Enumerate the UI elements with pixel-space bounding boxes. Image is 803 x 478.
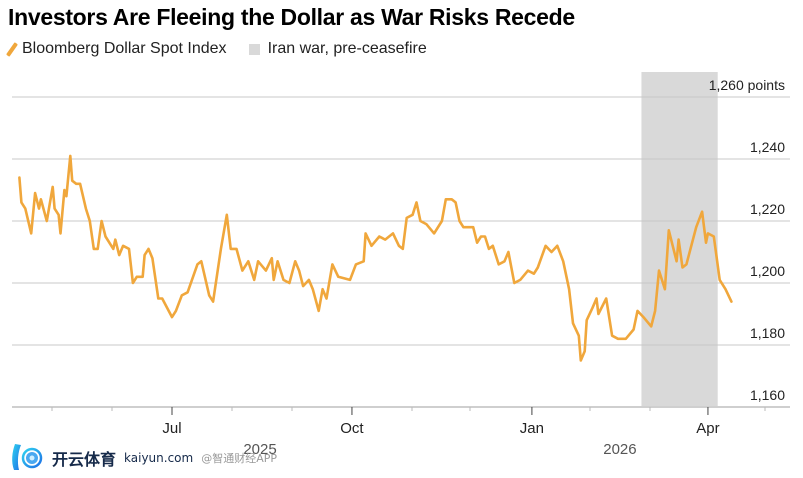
watermark-credit: @智通财经APP <box>201 452 277 465</box>
chart-title: Investors Are Fleeing the Dollar as War … <box>8 4 575 30</box>
y-tick-label: 1,180 <box>750 325 785 341</box>
legend-label: Iran war, pre-ceasefire <box>267 40 427 57</box>
watermark-brand: 开云体育 <box>52 450 117 469</box>
x-tick-label: Jul <box>162 420 181 437</box>
x-tick-label: Oct <box>340 420 364 437</box>
kaiyun-logo-icon <box>12 444 43 470</box>
watermark-logo: 开云体育 kaiyun.com @智通财经APP <box>10 442 277 474</box>
legend-shade-swatch <box>248 43 260 55</box>
x-tick-label: Jan <box>520 420 544 437</box>
year-label: 2025 <box>243 441 276 458</box>
y-tick-label: 1,220 <box>750 201 785 217</box>
legend-label: Bloomberg Dollar Spot Index <box>22 40 227 57</box>
legend-item-dollar-index: Bloomberg Dollar Spot Index <box>6 40 227 58</box>
legend-item-iran-war: Iran war, pre-ceasefire <box>248 40 427 58</box>
x-tick-label: Apr <box>696 420 719 437</box>
y-tick-label: 1,200 <box>750 263 785 279</box>
y-tick-label: 1,240 <box>750 139 785 155</box>
y-tick-label: 1,260 points <box>709 77 785 93</box>
y-tick-label: 1,160 <box>750 387 785 403</box>
series-line-dollar-index <box>18 154 733 362</box>
year-label: 2026 <box>603 441 636 458</box>
watermark-site: kaiyun.com <box>124 451 194 465</box>
legend: Bloomberg Dollar Spot Index Iran war, pr… <box>6 40 441 58</box>
